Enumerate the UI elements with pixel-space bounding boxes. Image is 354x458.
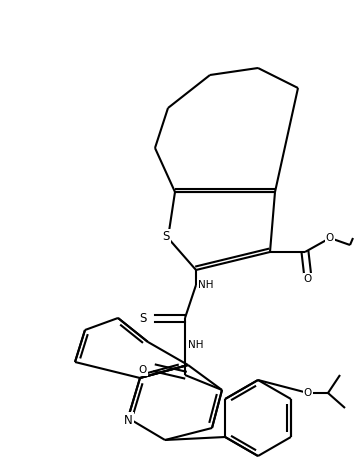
Text: NH: NH: [188, 340, 204, 350]
Text: O: O: [304, 274, 312, 284]
Text: S: S: [139, 311, 147, 325]
Text: O: O: [139, 365, 147, 375]
Text: O: O: [326, 233, 334, 243]
Text: S: S: [162, 230, 170, 244]
Text: NH: NH: [198, 280, 213, 290]
Text: O: O: [304, 388, 312, 398]
Text: N: N: [124, 414, 132, 426]
